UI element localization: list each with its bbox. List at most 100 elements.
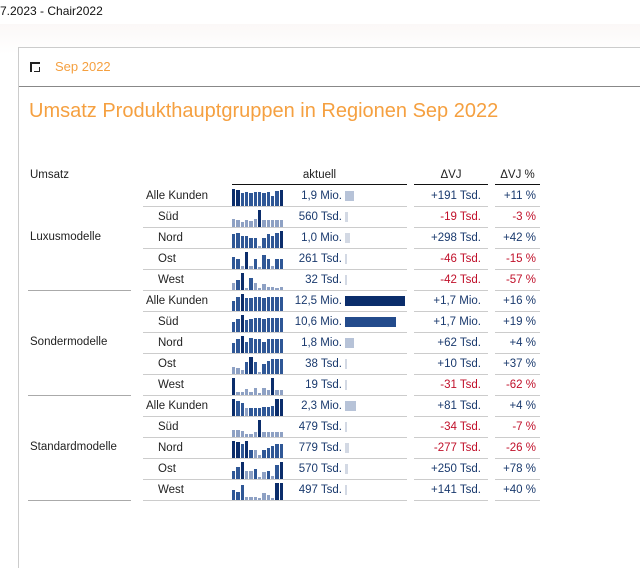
sparkline-bar [275,444,279,458]
column-header-dvj-pct: ΔVJ % [495,169,540,185]
value-aktuell: 570 Tsd. [298,463,342,475]
sparkline-bar [232,378,236,395]
sparkline-bar [240,315,244,332]
sparkline-bar [266,447,270,458]
sparkline-bar [270,498,275,500]
sparkline-bar [275,232,279,248]
sparkline [232,188,283,206]
sparkline-bar [249,357,253,374]
sparkline-bar [279,389,283,395]
delta-vj-pct: -62 % [495,375,540,396]
sparkline-bar [275,358,279,374]
sparkline-bar [240,236,244,248]
sparkline-bar [270,286,275,290]
sparkline-bar [270,195,275,206]
sparkline-bar [240,294,244,311]
value-aktuell: 1,8 Mio. [301,337,342,349]
sparkline-bar [244,408,249,416]
pane-title: Sep 2022 [55,59,111,74]
sparkline-bar [253,283,257,290]
sparkline-bar [253,388,257,395]
value-bar [345,254,347,264]
value-aktuell: 19 Tsd. [305,379,342,391]
delta-vj-pct: +42 % [495,228,540,249]
sparkline-bar [262,193,266,206]
sparkline-bar [236,297,240,311]
row-label: Süd [143,312,232,333]
delta-vj: +10 Tsd. [414,354,488,375]
sparkline-bar [262,319,266,332]
sparkline-bar [257,372,262,374]
row-divider [232,353,407,354]
group-label: Standardmodelle [30,441,117,453]
sparkline-bar [270,338,275,353]
delta-vj-pct: +4 % [495,396,540,417]
value-bar [345,464,348,474]
sparkline-bar [240,431,244,437]
sparkline-bar [275,389,279,395]
value-bar [345,191,355,201]
sparkline-bar [270,265,275,269]
sparkline-bar [266,296,270,311]
sparkline-bar [244,362,249,374]
sparkline-bar [266,406,270,416]
delta-vj: +298 Tsd. [414,228,488,249]
delta-vj-pct: -26 % [495,438,540,459]
sparkline-bar [257,455,262,458]
window-title: 7.2023 - Chair2022 [0,4,103,18]
sparkline-bar [262,472,266,479]
sparkline-bar [240,484,244,500]
sparkline [232,398,283,416]
row-label: West [143,375,232,396]
delta-vj-pct: +4 % [495,333,540,354]
value-bar [345,401,357,411]
sparkline-bar [249,265,253,269]
sparkline-bar [257,192,262,206]
sparkline-bar [244,389,249,395]
value-aktuell: 10,6 Mio. [294,316,342,328]
sparkline-bar [253,297,257,311]
sparkline-bar [279,483,283,500]
sparkline-bar [236,279,240,290]
sparkline-bar [266,287,270,290]
sparkline [232,377,283,395]
pane-expand-icon[interactable] [30,62,40,72]
pane-header: Sep 2022 [19,48,640,87]
sparkline-bar [240,221,244,227]
sparkline-bar [240,265,244,269]
sparkline-bar [253,431,257,437]
sparkline-bar [266,470,270,479]
sparkline-bar [236,467,240,479]
sparkline-bar [279,258,283,269]
sparkline-bar [257,317,262,332]
sparkline [232,314,283,332]
sparkline-bar [244,471,249,479]
row-divider [232,206,407,207]
row-label: Süd [143,417,232,438]
sparkline-bar [249,391,253,395]
value-bar [345,317,396,327]
sparkline-bar [232,300,236,311]
sparkline-bar [236,400,240,416]
sparkline-bar [253,237,257,248]
row-label: Süd [143,207,232,228]
sparkline-bar [257,210,262,227]
sparkline-bar [253,318,257,332]
value-bar [345,380,347,390]
sparkline-bar [240,391,244,395]
sparkline-bar [253,468,257,479]
row-label: Alle Kunden [143,186,232,207]
sparkline-bar [266,258,270,269]
sparkline-bar [275,338,279,353]
sparkline-bar [232,283,236,290]
sparkline [232,440,283,458]
sparkline-bar [240,336,244,353]
sparkline-bar [275,465,279,479]
sparkline-bar [279,286,283,290]
delta-vj: +62 Tsd. [414,333,488,354]
value-bar [345,233,350,243]
sparkline-bar [232,342,236,353]
row-divider [232,311,407,312]
delta-vj: -277 Tsd. [414,438,488,459]
row-divider [232,458,407,459]
